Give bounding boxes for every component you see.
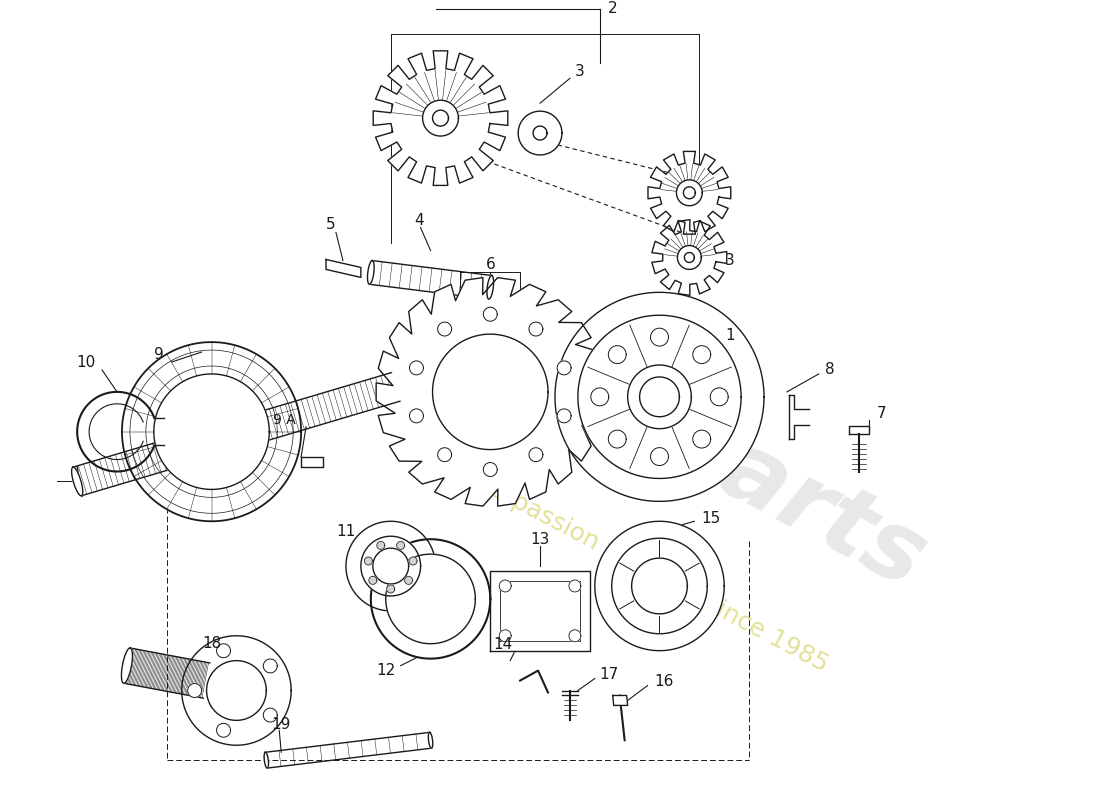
Text: 14: 14 (493, 638, 513, 652)
Text: europarts: europarts (422, 274, 940, 609)
Polygon shape (207, 661, 266, 720)
Polygon shape (405, 576, 412, 584)
Text: 2: 2 (607, 1, 617, 16)
Polygon shape (608, 430, 626, 448)
Polygon shape (684, 253, 694, 262)
Polygon shape (608, 346, 626, 363)
Text: 10: 10 (76, 354, 95, 370)
Polygon shape (377, 542, 385, 550)
Polygon shape (650, 448, 669, 466)
Polygon shape (693, 430, 711, 448)
Polygon shape (432, 334, 548, 450)
Polygon shape (409, 361, 424, 375)
Polygon shape (122, 342, 301, 522)
Polygon shape (529, 448, 543, 462)
Polygon shape (639, 377, 680, 417)
Polygon shape (326, 259, 361, 278)
Text: 5: 5 (327, 217, 336, 232)
Polygon shape (556, 292, 764, 502)
Polygon shape (558, 361, 571, 375)
Text: a passion for parts since 1985: a passion for parts since 1985 (487, 478, 832, 677)
Text: 11: 11 (337, 524, 356, 538)
Polygon shape (499, 630, 512, 642)
Polygon shape (422, 100, 459, 136)
Polygon shape (848, 426, 869, 434)
Polygon shape (154, 374, 270, 490)
Polygon shape (676, 180, 702, 206)
Polygon shape (483, 462, 497, 477)
Polygon shape (217, 723, 231, 738)
Polygon shape (182, 636, 292, 746)
Polygon shape (428, 732, 432, 748)
Text: 9: 9 (154, 346, 164, 362)
Polygon shape (373, 51, 508, 186)
Text: 15: 15 (702, 510, 721, 526)
Polygon shape (578, 315, 741, 478)
Text: 13: 13 (530, 532, 550, 546)
Polygon shape (386, 554, 475, 644)
Text: 12: 12 (376, 663, 396, 678)
Polygon shape (499, 580, 512, 592)
Text: 4: 4 (414, 213, 424, 228)
Text: 19: 19 (272, 717, 290, 732)
Text: 8: 8 (825, 362, 835, 378)
Polygon shape (534, 126, 547, 140)
Polygon shape (518, 111, 562, 155)
Polygon shape (397, 542, 405, 550)
Polygon shape (483, 307, 497, 321)
Polygon shape (263, 659, 277, 673)
Polygon shape (263, 708, 277, 722)
Polygon shape (264, 752, 268, 768)
Polygon shape (364, 557, 373, 565)
Text: 3: 3 (725, 253, 735, 268)
Polygon shape (301, 457, 323, 466)
Text: 9 A: 9 A (274, 413, 296, 426)
Text: 1: 1 (725, 328, 735, 342)
Polygon shape (373, 548, 408, 584)
Polygon shape (491, 571, 590, 650)
Text: 7: 7 (877, 406, 887, 422)
Polygon shape (595, 522, 724, 650)
Polygon shape (77, 392, 154, 471)
Polygon shape (217, 644, 231, 658)
Polygon shape (631, 558, 688, 614)
Polygon shape (361, 536, 420, 596)
Polygon shape (72, 467, 82, 496)
Text: 6: 6 (485, 257, 495, 272)
Polygon shape (371, 539, 491, 658)
Polygon shape (628, 365, 692, 429)
Text: 18: 18 (202, 636, 221, 651)
Polygon shape (591, 388, 608, 406)
Polygon shape (693, 346, 711, 363)
Polygon shape (569, 580, 581, 592)
Polygon shape (683, 187, 695, 198)
Polygon shape (711, 388, 728, 406)
Polygon shape (650, 328, 669, 346)
Polygon shape (188, 683, 201, 698)
Polygon shape (345, 522, 436, 611)
Polygon shape (409, 409, 424, 423)
Text: 17: 17 (600, 667, 619, 682)
Polygon shape (367, 261, 374, 284)
Polygon shape (648, 151, 730, 234)
Text: 3: 3 (575, 64, 584, 79)
Polygon shape (569, 630, 581, 642)
Polygon shape (121, 648, 132, 683)
Polygon shape (529, 322, 543, 336)
Polygon shape (432, 110, 449, 126)
Polygon shape (612, 538, 707, 634)
Polygon shape (376, 278, 604, 506)
Polygon shape (368, 576, 377, 584)
Polygon shape (487, 275, 494, 299)
Polygon shape (409, 557, 417, 565)
Polygon shape (438, 448, 452, 462)
Text: 16: 16 (654, 674, 674, 689)
Polygon shape (438, 322, 452, 336)
Polygon shape (387, 585, 395, 593)
Polygon shape (558, 409, 571, 423)
Polygon shape (678, 246, 702, 270)
Polygon shape (652, 220, 727, 295)
Polygon shape (613, 695, 628, 706)
